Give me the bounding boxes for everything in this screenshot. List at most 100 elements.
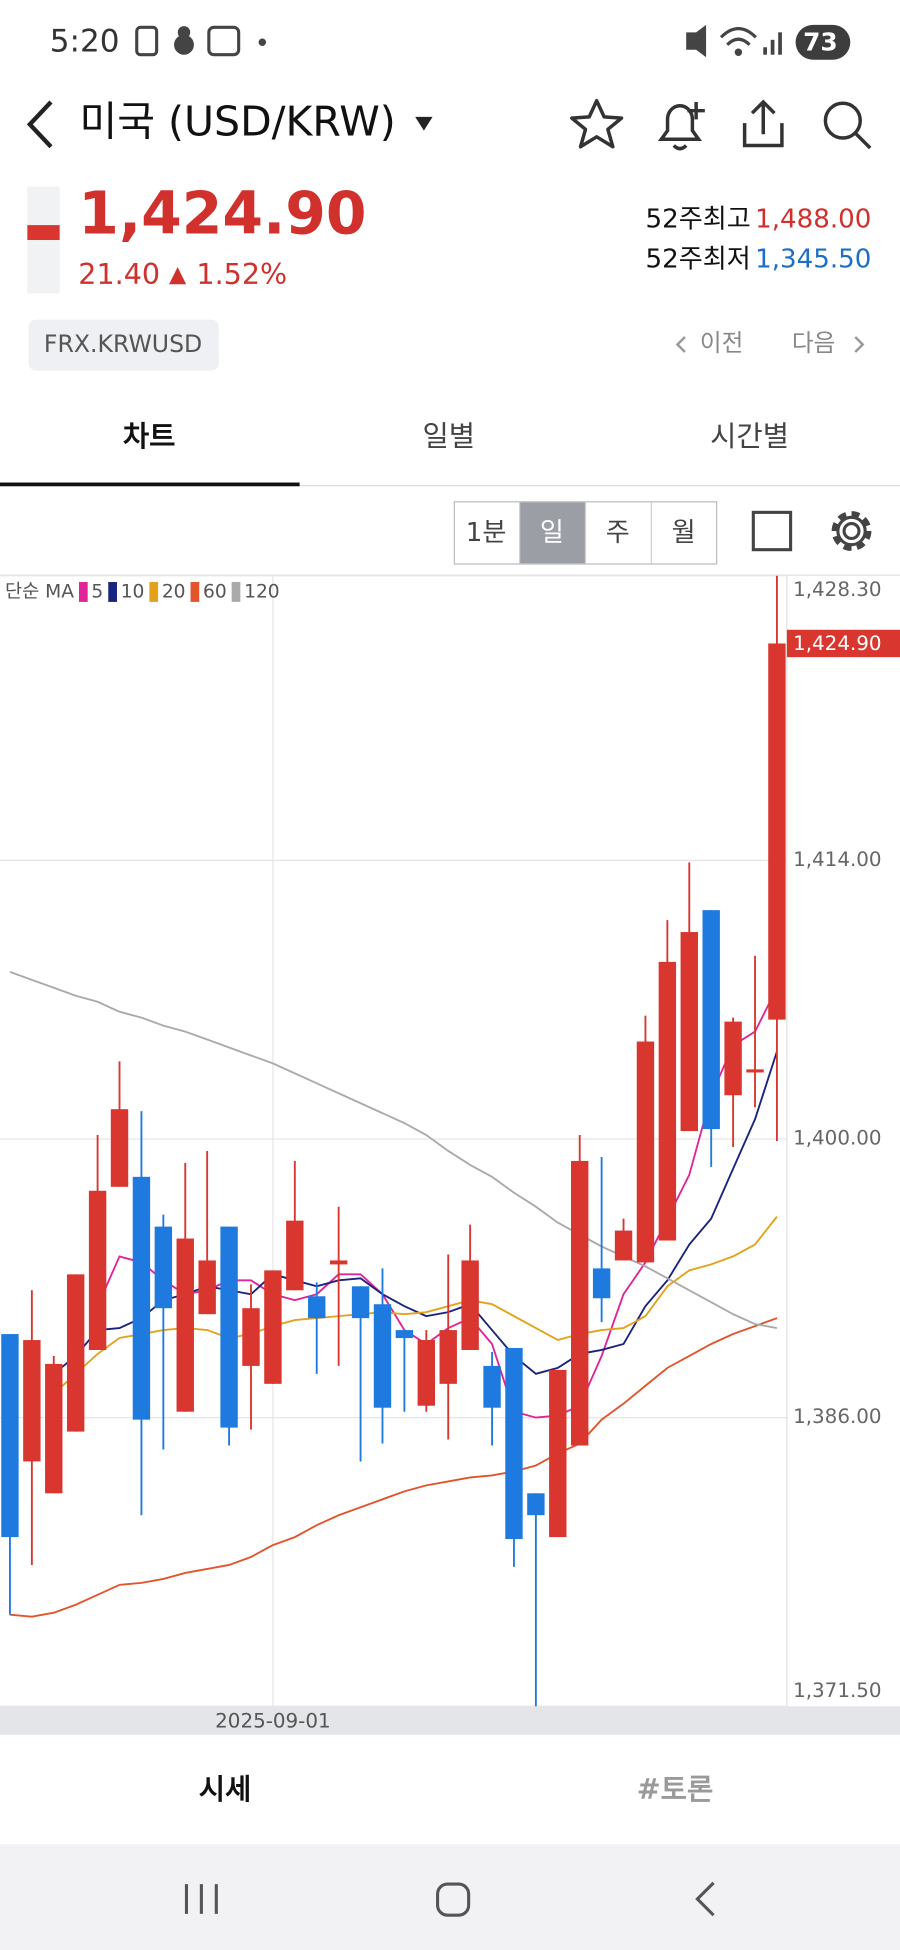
bottom-tab[interactable]: #토론 — [637, 1772, 714, 1806]
candle-body — [461, 1260, 479, 1350]
candle-body — [220, 1226, 238, 1428]
legend-swatch — [78, 582, 88, 602]
price-change: 21.40 — [78, 257, 160, 291]
ma-line — [9, 1317, 778, 1618]
period-button[interactable]: 일 — [540, 518, 564, 548]
legend-swatch — [108, 582, 117, 602]
code-chip — [28, 319, 219, 371]
candle-body — [66, 1274, 85, 1432]
period-selected-bg — [519, 502, 586, 564]
y-tick-label: 1,386.00 — [793, 1405, 881, 1428]
candle-body — [308, 1296, 326, 1319]
ma-line — [53, 1051, 778, 1375]
candle-body — [549, 1369, 567, 1538]
status-icons — [135, 24, 851, 60]
candle-body — [658, 961, 677, 1241]
dropdown-arrow[interactable] — [415, 116, 433, 131]
period-dividers — [518, 502, 653, 564]
candle-body — [746, 1069, 764, 1073]
y-tick-label: 1,371.50 — [793, 1679, 881, 1702]
x-axis-strip — [0, 1706, 900, 1735]
code-text: FRX.KRWUSD — [44, 330, 202, 358]
y-tick-label: 1,400.00 — [793, 1127, 881, 1150]
period-button[interactable]: 월 — [672, 518, 696, 548]
candle-body — [373, 1304, 392, 1408]
candle-body — [45, 1363, 63, 1494]
change-arrow: ▲ — [169, 261, 187, 287]
candle-body — [702, 910, 720, 1130]
candle-body — [154, 1226, 173, 1309]
candle-body — [592, 1268, 611, 1299]
candle-body — [23, 1340, 41, 1462]
candle-body — [351, 1286, 370, 1319]
candle-body — [636, 1041, 655, 1263]
status-time: 5:20 — [50, 23, 120, 59]
candle-body — [242, 1308, 260, 1366]
alert-button[interactable] — [657, 101, 705, 151]
back-button[interactable] — [26, 100, 53, 149]
last-price-label: 1,424.90 — [793, 632, 881, 655]
ma-legend-title: 단순 MA — [5, 581, 74, 602]
bottom-tabbar — [0, 1734, 900, 1845]
favorite-button[interactable] — [570, 98, 624, 149]
tab-divider — [0, 485, 900, 487]
legend-label: 10 — [121, 581, 145, 602]
candle-body — [264, 1270, 282, 1384]
x-tick-label: 2025-09-01 — [215, 1709, 330, 1732]
nav-back[interactable] — [695, 1881, 715, 1917]
candle-body — [571, 1160, 589, 1446]
candle-body — [198, 1260, 216, 1315]
low-52w-value: 1,345.50 — [755, 244, 871, 274]
candle-body — [395, 1330, 414, 1339]
next-button[interactable]: 다음 — [792, 329, 835, 357]
y-tick-label: 1,428.30 — [793, 578, 881, 601]
candle-body — [110, 1109, 129, 1187]
period-button[interactable]: 1분 — [466, 518, 507, 548]
candle-body — [680, 932, 698, 1132]
bottom-tab[interactable]: 시세 — [199, 1772, 252, 1806]
tab[interactable]: 차트 — [123, 419, 176, 453]
legend-label: 5 — [91, 581, 103, 602]
next-arrow[interactable] — [854, 336, 865, 353]
period-button[interactable]: 주 — [606, 518, 630, 548]
candle-body — [132, 1176, 151, 1420]
legend-swatch — [149, 582, 159, 602]
y-tick-label: 1,414.00 — [793, 848, 881, 871]
candle-body — [286, 1220, 304, 1291]
change-percent: 1.52% — [196, 257, 287, 291]
legend-label: 20 — [162, 581, 186, 602]
plot-area — [0, 575, 900, 1707]
candle-body — [614, 1230, 633, 1261]
candle-body — [329, 1260, 348, 1265]
nav-recents[interactable] — [184, 1884, 218, 1914]
ma-line — [9, 971, 778, 1329]
low-52w-label: 52주최저 — [646, 244, 751, 274]
settings-button[interactable] — [831, 511, 872, 551]
candle-body — [88, 1190, 107, 1350]
tab[interactable]: 일별 — [422, 419, 475, 453]
search-button[interactable] — [823, 101, 872, 150]
legend-label: 60 — [203, 581, 227, 602]
candle-body — [505, 1348, 523, 1540]
high-52w-label: 52주최고 — [646, 205, 751, 235]
prev-arrow[interactable] — [675, 336, 686, 353]
legend-label: 120 — [244, 581, 280, 602]
tab[interactable]: 시간별 — [710, 419, 789, 453]
nav-home[interactable] — [436, 1882, 471, 1917]
share-button[interactable] — [742, 99, 784, 148]
candle-body — [483, 1365, 501, 1408]
candle-body — [439, 1330, 457, 1384]
candle-body — [1, 1334, 19, 1538]
candle-body — [176, 1238, 194, 1412]
battery-level: 73 — [803, 28, 838, 57]
candlestick-chart: 1,428.30 1,414.00 1,400.00 1,386.00 1,371.50… — [0, 575, 900, 1735]
prev-button[interactable]: 이전 — [700, 329, 743, 357]
last-price-box — [786, 629, 900, 658]
price-icon — [27, 225, 60, 241]
nav-bar — [0, 1844, 900, 1950]
high-52w-value: 1,488.00 — [755, 205, 871, 235]
fullscreen-button[interactable] — [751, 510, 793, 552]
candle-body — [527, 1493, 545, 1516]
current-price: 1,424.90 — [78, 180, 366, 248]
